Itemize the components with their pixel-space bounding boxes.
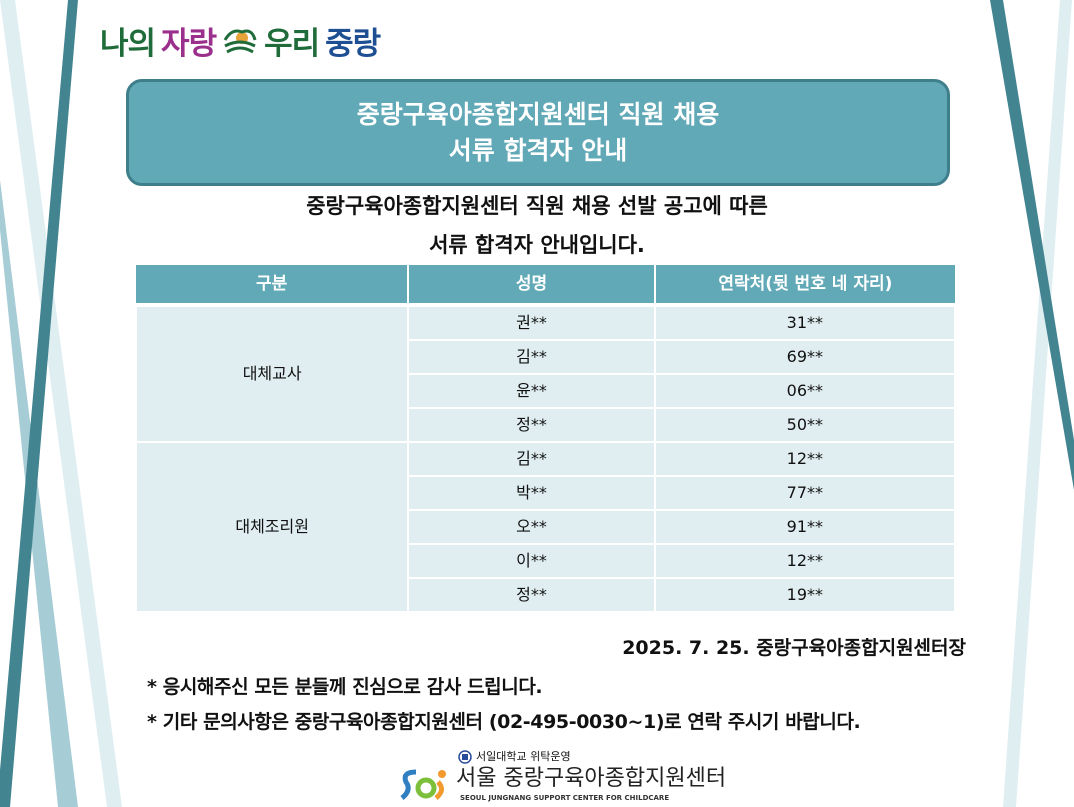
- date-signature: 2025. 7. 25. 중랑구육아종합지원센터장: [622, 637, 966, 659]
- column-header: 구분: [136, 265, 410, 307]
- intro-text: 서류 합격자 안내입니다.: [429, 233, 645, 257]
- intro-text: 중랑구육아종합지원센터 직원 채용 선발 공고에 따른: [306, 194, 768, 218]
- university-seal-icon: [458, 750, 472, 764]
- mountain-sun-icon: [223, 29, 257, 53]
- results-table: 구분 성명 연락처(뒷 번호 네 자리) 대체교사 권** 31** 김** 69** 윤…: [134, 265, 957, 613]
- logo-text: 나의: [100, 26, 156, 62]
- name-cell: 정**: [407, 407, 656, 443]
- center-name: 서울 중랑구육아종합지원센터: [456, 766, 727, 791]
- phone-cell: 31**: [653, 304, 957, 341]
- note: * 응시해주신 모든 분들께 진심으로 감사 드립니다.: [147, 676, 543, 698]
- name-cell: 박**: [407, 475, 656, 511]
- logo-text: 자랑: [161, 26, 217, 62]
- name-cell: 김**: [407, 441, 656, 477]
- table-row: 오** 91**: [136, 509, 957, 545]
- name-cell: 권**: [407, 304, 656, 341]
- name-cell: 윤**: [407, 373, 656, 409]
- center-logo-icon: [400, 769, 446, 800]
- title-line: 중랑구육아종합지원센터 직원 채용: [356, 99, 720, 129]
- operator-label: 서일대학교 위탁운영: [458, 750, 571, 764]
- title-line: 서류 합격자 안내: [448, 135, 628, 165]
- category-cell: 대체교사: [134, 304, 410, 443]
- phone-cell: 12**: [653, 441, 957, 477]
- name-cell: 김**: [407, 339, 656, 375]
- phone-cell: 77**: [653, 475, 957, 511]
- name-cell: 이**: [407, 543, 656, 579]
- name-cell: 오**: [407, 509, 656, 545]
- table-row: 정** 19**: [136, 577, 957, 613]
- phone-cell: 19**: [653, 577, 957, 613]
- phone-cell: 12**: [653, 543, 957, 579]
- top-logo: 나의 자랑 우리 중랑: [100, 18, 381, 63]
- phone-cell: 91**: [653, 509, 957, 545]
- table-row: 대체조리원 김** 12**: [134, 441, 957, 613]
- logo-text: 우리: [264, 26, 320, 62]
- note: * 기타 문의사항은 중랑구육아종합지원센터 (02-495-0030~1)로 …: [147, 711, 861, 733]
- table-row: 윤** 06**: [136, 373, 957, 409]
- column-header: 연락처(뒷 번호 네 자리): [654, 265, 955, 307]
- phone-cell: 69**: [653, 339, 957, 375]
- logo-text: 중랑: [325, 26, 381, 62]
- title-banner: 중랑구육아종합지원센터 직원 채용 서류 합격자 안내: [126, 79, 950, 186]
- category-cell: 대체조리원: [134, 441, 410, 613]
- bottom-logo: 서일대학교 위탁운영 서울 중랑구육아종합지원센터 SEOUL JUNGNANG…: [398, 750, 726, 807]
- table-row: 대체교사 권** 31**: [134, 304, 957, 443]
- table-row: 박** 77**: [136, 475, 957, 511]
- table-row: 정** 50**: [136, 407, 957, 443]
- operator-text: 서일대학교 위탁운영: [476, 750, 571, 763]
- phone-cell: 06**: [653, 373, 957, 409]
- table-row: 김** 69**: [136, 339, 957, 375]
- center-name-en: SEOUL JUNGNANG SUPPORT CENTER FOR CHILDC…: [460, 794, 670, 802]
- name-cell: 정**: [407, 577, 656, 613]
- column-header: 성명: [408, 265, 656, 307]
- table-row: 이** 12**: [136, 543, 957, 579]
- phone-cell: 50**: [653, 407, 957, 443]
